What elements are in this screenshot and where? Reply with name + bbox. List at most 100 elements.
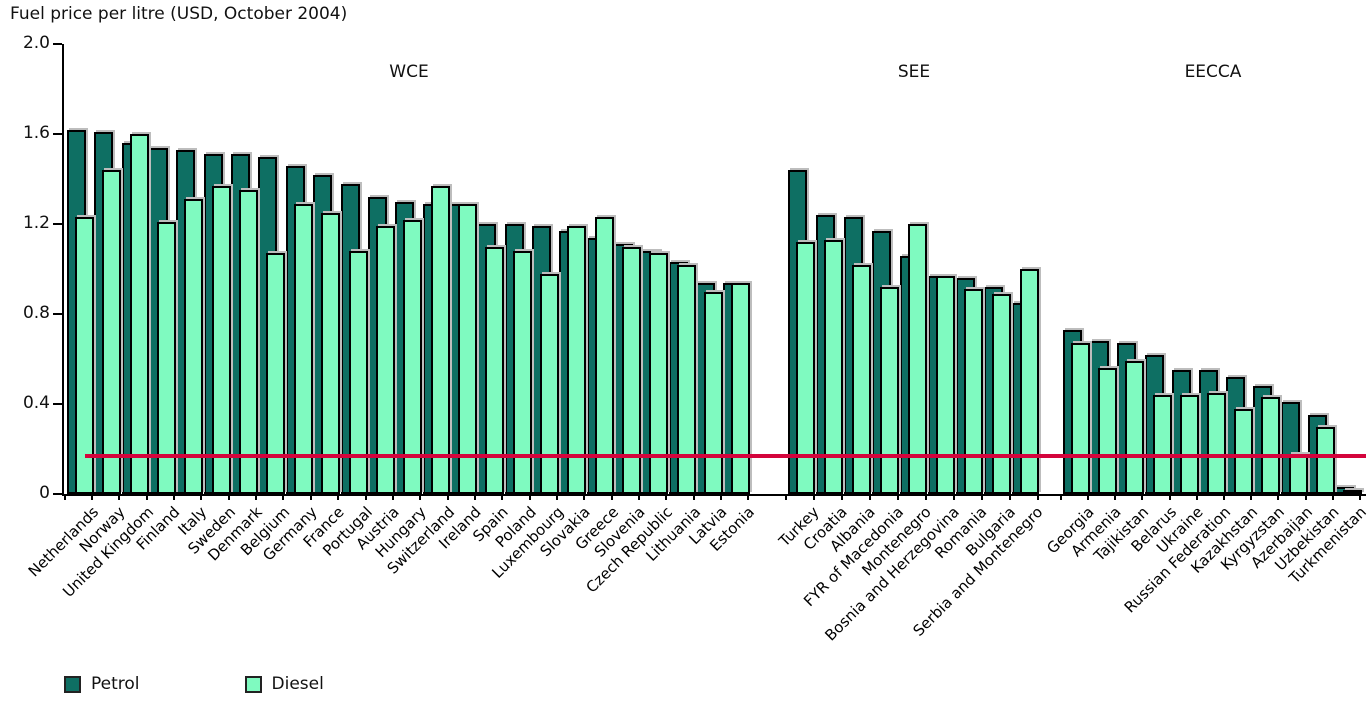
x-axis-tick xyxy=(447,496,449,500)
y-axis-tick-label: 0.4 xyxy=(22,393,50,413)
bar-diesel-germany xyxy=(294,203,313,494)
bar-diesel-bulgaria xyxy=(992,293,1011,494)
bar-diesel-finland xyxy=(157,221,176,494)
y-axis-tick xyxy=(53,133,62,135)
bar-diesel-uzbekistan xyxy=(1316,426,1335,494)
bar-diesel-kazakhstan xyxy=(1234,408,1253,494)
y-axis-tick xyxy=(53,43,62,45)
bar-diesel-hungary xyxy=(403,219,422,494)
x-axis-tick xyxy=(925,496,927,500)
x-axis-tick xyxy=(665,496,667,500)
x-axis-tick xyxy=(91,496,93,500)
legend: Petrol Diesel xyxy=(64,674,419,694)
bar-diesel-estonia xyxy=(731,282,750,494)
x-axis-tick xyxy=(1087,496,1089,500)
y-axis-tick-label: 0 xyxy=(39,483,50,503)
bar-diesel-slovakia xyxy=(567,226,586,494)
x-axis-tick xyxy=(282,496,284,500)
bar-diesel-belarus xyxy=(1153,395,1172,494)
x-axis-tick xyxy=(556,496,558,500)
bar-diesel-norway xyxy=(102,170,121,494)
x-axis-tick xyxy=(337,496,339,500)
y-axis-tick xyxy=(53,313,62,315)
x-axis-tick xyxy=(869,496,871,500)
bar-diesel-russian-federation xyxy=(1207,392,1226,494)
x-axis-tick xyxy=(897,496,899,500)
bar-diesel-lithuania xyxy=(677,264,696,494)
bar-diesel-montenegro xyxy=(908,224,927,494)
x-axis-tick xyxy=(255,496,257,500)
bar-diesel-turkmenistan xyxy=(1343,489,1362,494)
x-axis-line xyxy=(62,494,1366,496)
bar-diesel-portugal xyxy=(349,251,368,494)
bar-diesel-czech-republic xyxy=(649,253,668,494)
bar-diesel-united-kingdom xyxy=(130,134,149,494)
x-axis-tick xyxy=(785,496,787,500)
bar-diesel-austria xyxy=(376,226,395,494)
x-axis-tick xyxy=(1359,496,1361,500)
bar-diesel-turkey xyxy=(796,242,815,494)
x-axis-tick xyxy=(1196,496,1198,500)
x-axis-tick xyxy=(228,496,230,500)
x-axis-tick xyxy=(693,496,695,500)
x-axis-tick xyxy=(1332,496,1334,500)
x-axis-tick xyxy=(173,496,175,500)
y-axis-tick xyxy=(53,403,62,405)
bar-diesel-bosnia-and-herzegovina xyxy=(936,275,955,494)
bar-diesel-ireland xyxy=(458,203,477,494)
x-axis-tick xyxy=(1277,496,1279,500)
x-axis-tick xyxy=(953,496,955,500)
bar-diesel-belgium xyxy=(266,253,285,494)
bar-diesel-poland xyxy=(513,251,532,494)
bar-diesel-switzerland xyxy=(431,185,450,494)
x-axis-tick xyxy=(1305,496,1307,500)
bar-diesel-serbia-and-montenegro xyxy=(1020,269,1039,494)
chart-title: Fuel price per litre (USD, October 2004) xyxy=(10,4,348,24)
y-axis-tick-label: 0.8 xyxy=(22,303,50,323)
x-axis-tick xyxy=(310,496,312,500)
reference-line xyxy=(85,453,1366,458)
bar-diesel-ukraine xyxy=(1180,395,1199,494)
x-axis-tick xyxy=(611,496,613,500)
bar-diesel-tajikistan xyxy=(1125,361,1144,494)
bar-diesel-georgia xyxy=(1071,343,1090,494)
bar-diesel-albania xyxy=(852,264,871,494)
petrol-legend-label: Petrol xyxy=(91,674,140,694)
x-axis-tick xyxy=(1250,496,1252,500)
bar-diesel-romania xyxy=(964,289,983,494)
x-axis-tick xyxy=(474,496,476,500)
y-axis-tick-label: 2.0 xyxy=(22,33,50,53)
x-axis-tick xyxy=(1223,496,1225,500)
x-axis-tick xyxy=(1009,496,1011,500)
x-axis-tick xyxy=(813,496,815,500)
diesel-legend-swatch xyxy=(244,675,262,693)
y-axis-tick-label: 1.6 xyxy=(22,123,50,143)
bar-diesel-fyr-of-macedonia xyxy=(880,287,899,494)
x-axis-tick xyxy=(583,496,585,500)
bar-diesel-sweden xyxy=(212,185,231,494)
bar-diesel-armenia xyxy=(1098,368,1117,494)
x-axis-tick xyxy=(146,496,148,500)
x-axis-tick xyxy=(200,496,202,500)
bar-diesel-france xyxy=(321,212,340,494)
group-label-wce: WCE xyxy=(389,62,429,82)
group-label-eecca: EECCA xyxy=(1184,62,1242,82)
bar-diesel-luxembourg xyxy=(540,273,559,494)
x-axis-tick xyxy=(747,496,749,500)
x-axis-tick xyxy=(720,496,722,500)
x-axis-tick xyxy=(419,496,421,500)
y-axis-tick xyxy=(53,223,62,225)
x-axis-tick xyxy=(501,496,503,500)
bar-diesel-denmark xyxy=(239,190,258,494)
x-axis-tick xyxy=(118,496,120,500)
group-label-see: SEE xyxy=(897,62,931,82)
y-axis-line xyxy=(62,44,64,496)
bar-diesel-greece xyxy=(595,217,614,494)
x-axis-tick xyxy=(1060,496,1062,500)
x-axis-tick xyxy=(365,496,367,500)
y-axis-tick xyxy=(53,493,62,495)
x-axis-tick xyxy=(1141,496,1143,500)
x-axis-tick xyxy=(64,496,66,500)
x-axis-tick xyxy=(1169,496,1171,500)
